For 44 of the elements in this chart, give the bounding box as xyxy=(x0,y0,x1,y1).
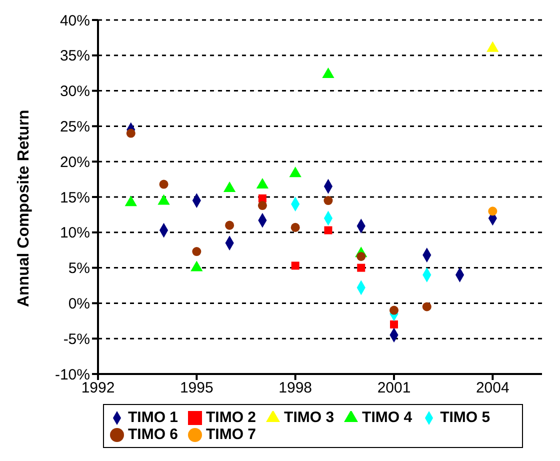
point xyxy=(356,252,366,261)
x-tick-label: 1995 xyxy=(180,380,214,397)
y-tick-label: 25% xyxy=(60,118,90,136)
point xyxy=(390,320,398,328)
point xyxy=(488,206,498,216)
point xyxy=(322,67,334,78)
point xyxy=(256,178,269,188)
point xyxy=(126,128,136,138)
legend-label: TIMO 5 xyxy=(440,409,490,426)
point xyxy=(324,196,333,206)
y-tick-label: 0% xyxy=(68,296,90,313)
point xyxy=(289,166,302,178)
y-tick-label: 5% xyxy=(68,260,90,278)
y-tick-label: 10% xyxy=(60,224,90,242)
x-tick-label: 2001 xyxy=(377,380,411,397)
legend-label: TIMO 6 xyxy=(128,426,178,443)
y-tick-label: 20% xyxy=(60,154,90,171)
legend-label: TIMO 7 xyxy=(206,426,256,443)
point xyxy=(422,302,432,312)
y-tick-label: 35% xyxy=(60,48,90,65)
point xyxy=(486,41,499,52)
point xyxy=(124,196,137,206)
point xyxy=(158,194,170,205)
x-tick-label: 2004 xyxy=(476,380,510,397)
y-tick-label: 15% xyxy=(60,189,90,206)
y-tick-label: 40% xyxy=(60,12,90,30)
point xyxy=(258,200,267,210)
point xyxy=(291,262,300,270)
y-axis-title: Annual Composite Return xyxy=(16,110,33,307)
y-tick-label: 30% xyxy=(60,83,90,100)
legend-label: TIMO 4 xyxy=(362,409,412,426)
point xyxy=(357,264,366,272)
legend-label: TIMO 1 xyxy=(128,409,178,426)
legend-label: TIMO 3 xyxy=(284,409,334,426)
point xyxy=(159,180,168,189)
legend-label: TIMO 2 xyxy=(206,409,256,426)
point xyxy=(223,181,236,192)
point xyxy=(389,306,399,315)
point xyxy=(324,226,332,234)
point xyxy=(192,247,202,256)
y-tick-label: -5% xyxy=(63,330,90,348)
point xyxy=(225,220,234,230)
point xyxy=(290,222,300,232)
x-tick-label: 1998 xyxy=(278,380,312,397)
